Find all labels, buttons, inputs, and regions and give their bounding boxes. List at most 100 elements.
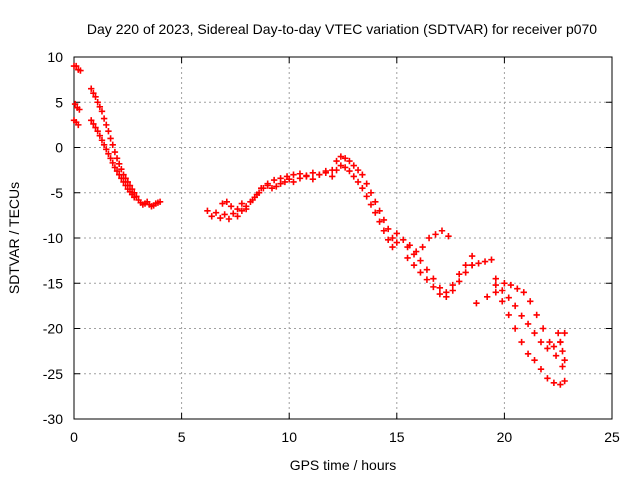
y-tick-label: -15	[43, 275, 63, 291]
data-point	[111, 164, 119, 171]
data-point	[367, 189, 375, 196]
data-point	[410, 251, 418, 258]
series-segment-2	[71, 100, 83, 113]
data-point	[462, 261, 469, 269]
data-point	[223, 198, 230, 205]
data-point	[333, 166, 340, 174]
data-point	[217, 214, 224, 222]
data-point	[417, 257, 424, 264]
data-point	[227, 203, 235, 210]
data-point	[113, 167, 121, 175]
data-point	[109, 159, 116, 167]
data-point	[359, 185, 366, 192]
data-point	[552, 352, 560, 359]
data-point	[417, 269, 424, 276]
data-point	[156, 198, 164, 205]
data-point	[103, 146, 110, 153]
data-point	[94, 99, 101, 106]
data-point	[363, 180, 370, 187]
data-point	[76, 106, 83, 113]
data-points	[70, 62, 568, 388]
data-point	[296, 175, 304, 182]
series-segment-7	[219, 167, 336, 213]
y-tick-label: 0	[55, 140, 63, 156]
data-point	[456, 271, 463, 278]
data-point	[346, 167, 353, 175]
data-point	[100, 141, 108, 148]
data-point	[404, 243, 411, 251]
y-tick-labels: -30 -25 -20 -15 -10 -5 0 5 10	[43, 49, 63, 427]
series-segment-6	[204, 175, 293, 223]
data-point	[122, 182, 129, 189]
x-tick-label: 20	[497, 429, 513, 445]
series-segment-13	[468, 256, 495, 269]
data-point	[281, 178, 289, 186]
data-point	[559, 347, 566, 355]
data-point	[88, 85, 95, 92]
data-point	[105, 150, 112, 158]
grid-lines	[74, 57, 612, 419]
data-point	[475, 260, 482, 267]
data-point	[96, 103, 104, 110]
data-point	[208, 213, 215, 220]
data-point	[109, 141, 116, 148]
data-point	[473, 299, 480, 307]
y-tick-label: -5	[51, 185, 64, 201]
data-point	[380, 216, 388, 224]
x-tick-labels: 0 5 10 15 20 25	[70, 429, 620, 445]
data-point	[436, 290, 444, 298]
data-point	[561, 377, 568, 385]
data-point	[277, 180, 284, 187]
data-point	[234, 213, 241, 220]
data-point	[238, 207, 246, 215]
data-point	[527, 298, 534, 305]
data-point	[376, 218, 383, 225]
data-point	[264, 180, 271, 187]
data-point	[90, 120, 97, 128]
y-tick-label: 5	[55, 94, 63, 110]
data-point	[557, 381, 564, 388]
series-segment-17	[501, 280, 566, 370]
data-point	[555, 329, 562, 337]
data-point	[468, 261, 476, 269]
data-point	[204, 207, 211, 215]
x-tick-label: 5	[178, 429, 186, 445]
data-point	[333, 157, 340, 165]
data-point	[221, 211, 228, 218]
data-point	[404, 254, 411, 262]
data-point	[92, 93, 99, 101]
series-segment-15	[492, 289, 568, 388]
data-point	[92, 124, 99, 131]
data-point	[329, 173, 336, 180]
data-point	[316, 171, 323, 178]
data-point	[514, 285, 521, 292]
data-point	[544, 375, 551, 382]
data-point	[322, 169, 329, 177]
data-point	[309, 169, 317, 177]
series-segment-16	[492, 281, 568, 352]
data-point	[131, 194, 138, 201]
data-point	[270, 176, 278, 184]
data-point	[98, 108, 106, 115]
data-point	[410, 261, 418, 269]
data-point	[120, 178, 127, 186]
data-point	[449, 281, 456, 289]
y-tick-label: -30	[43, 411, 63, 427]
data-point	[113, 155, 121, 162]
data-point	[376, 207, 383, 215]
data-point	[400, 236, 407, 244]
data-point	[481, 258, 489, 265]
data-point	[273, 183, 280, 190]
data-point	[350, 173, 357, 180]
y-tick-label: -25	[43, 366, 63, 382]
series-segment-14	[473, 275, 499, 307]
data-point	[505, 294, 512, 301]
y-tick-label: -10	[43, 230, 63, 246]
data-point	[72, 62, 80, 70]
data-point	[438, 227, 446, 234]
data-point	[111, 148, 119, 156]
data-point	[107, 155, 114, 162]
data-point	[492, 281, 499, 289]
data-point	[290, 171, 297, 178]
